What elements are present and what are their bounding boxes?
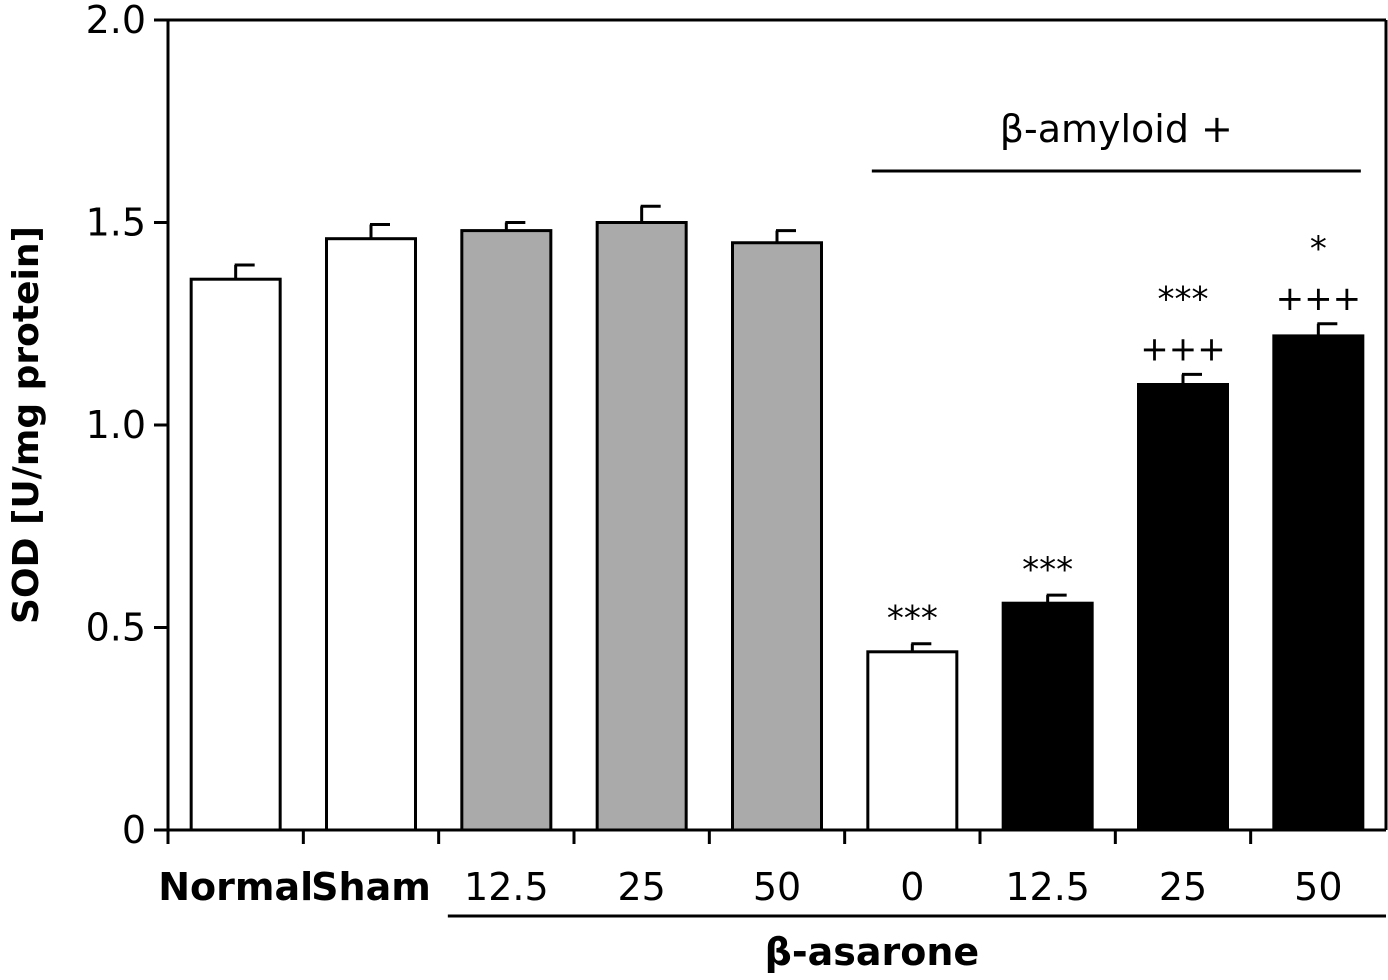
significance-label: +++ — [1276, 279, 1361, 319]
x-tick-label: 12.5 — [1005, 865, 1090, 909]
bar — [460, 229, 553, 832]
significance-label: * — [1310, 229, 1327, 269]
x-tick-label: 12.5 — [464, 865, 549, 909]
y-tick-label: 0.5 — [86, 606, 146, 650]
group-label-beta-asarone: β-asarone — [765, 930, 980, 974]
bar — [731, 241, 823, 832]
bar — [1137, 383, 1229, 832]
y-tick-label: 2.0 — [86, 0, 146, 42]
significance-label: *** — [887, 599, 938, 639]
bar — [1001, 601, 1094, 832]
bar — [866, 650, 959, 832]
y-tick-label: 1.5 — [86, 201, 146, 245]
significance-label: *** — [1158, 279, 1209, 319]
significance-label: +++ — [1140, 329, 1225, 369]
x-tick-label: 25 — [617, 865, 665, 909]
x-tick-label: 0 — [900, 865, 924, 909]
x-tick-label: Normal — [158, 865, 313, 909]
significance-label: *** — [1022, 550, 1073, 590]
group-label-beta-amyloid: β-amyloid + — [1000, 107, 1233, 151]
x-tick-label: 50 — [1294, 865, 1342, 909]
x-tick-label: 25 — [1159, 865, 1207, 909]
bar — [189, 277, 282, 832]
bar — [1272, 334, 1365, 832]
y-tick-label: 1.0 — [86, 403, 146, 447]
x-tick-label: 50 — [753, 865, 801, 909]
y-axis-label: SOD [U/mg protein] — [6, 226, 47, 624]
y-tick-label: 0 — [122, 808, 146, 852]
bar — [325, 237, 417, 832]
x-tick-label: Sham — [311, 865, 431, 909]
bar — [595, 221, 688, 832]
